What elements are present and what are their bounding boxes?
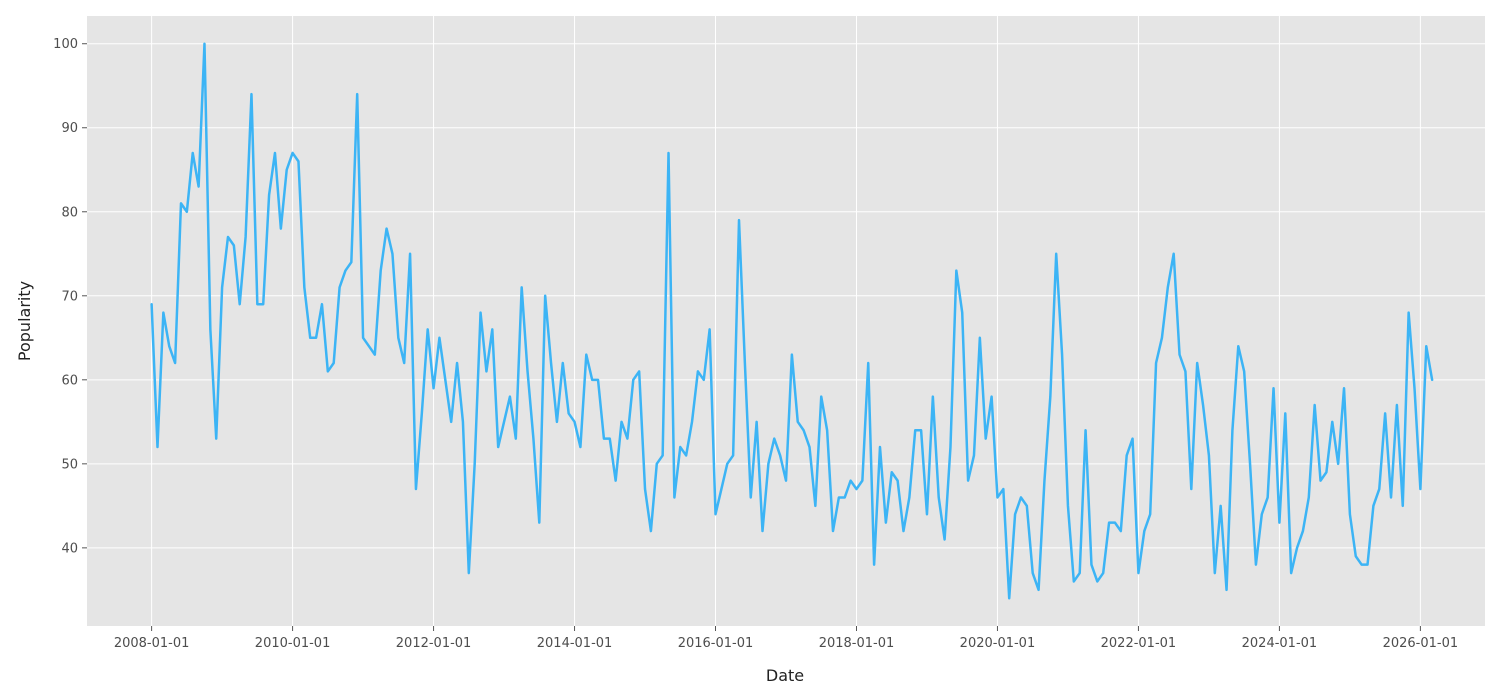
x-tick-label: 2008-01-01 xyxy=(114,636,190,651)
y-tick-label: 50 xyxy=(61,457,78,472)
y-axis-label: Popularity xyxy=(15,281,34,361)
y-tick-label: 100 xyxy=(53,37,78,52)
x-tick-label: 2026-01-01 xyxy=(1383,636,1459,651)
y-tick-label: 70 xyxy=(61,289,78,304)
x-tick-label: 2020-01-01 xyxy=(960,636,1036,651)
plot-background xyxy=(87,16,1485,626)
x-tick-label: 2024-01-01 xyxy=(1242,636,1318,651)
x-axis-label: Date xyxy=(766,666,804,685)
x-tick-label: 2010-01-01 xyxy=(255,636,331,651)
y-tick-label: 80 xyxy=(61,205,78,220)
y-tick-label: 40 xyxy=(61,541,78,556)
y-tick-label: 90 xyxy=(61,121,78,136)
x-tick-label: 2012-01-01 xyxy=(396,636,472,651)
y-axis-ticks: 40 50 60 70 80 90 100 xyxy=(53,37,87,556)
series-line xyxy=(150,42,1434,600)
grid-lines xyxy=(87,16,1485,626)
x-axis-ticks: 2008-01-01 2010-01-01 2012-01-01 2014-01-01… xyxy=(114,626,1458,651)
x-tick-label: 2014-01-01 xyxy=(537,636,613,651)
x-tick-label: 2022-01-01 xyxy=(1101,636,1177,651)
x-tick-label: 2016-01-01 xyxy=(678,636,754,651)
y-tick-label: 60 xyxy=(61,373,78,388)
x-tick-label: 2018-01-01 xyxy=(819,636,895,651)
